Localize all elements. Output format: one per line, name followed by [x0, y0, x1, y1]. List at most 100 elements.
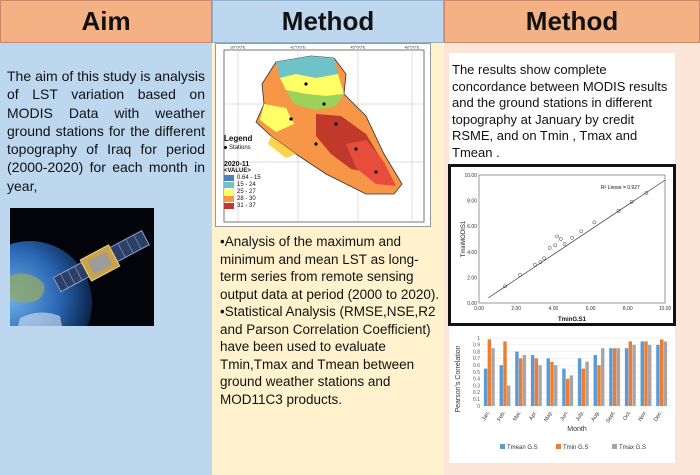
- legend-value: <VALUE>: [224, 168, 251, 174]
- scatter-point: [538, 260, 543, 264]
- legend-class-label: 15 - 24: [237, 182, 256, 188]
- bar-category-label: Jan.: [481, 410, 492, 422]
- scatter-y-tick: 6.00: [467, 224, 477, 230]
- bar-tmin: [597, 365, 601, 406]
- scatter-x-tick: 4.00: [549, 306, 559, 312]
- bar-tmax: [507, 385, 511, 406]
- bar-tmax: [616, 348, 621, 406]
- bar-tmin: [518, 358, 523, 406]
- bar-tmax: [648, 344, 652, 406]
- scatter-y-tick: 8.00: [467, 199, 477, 205]
- lon-tick: 42°0'0"E: [290, 45, 306, 50]
- scatter-x-tick: 2.00: [511, 306, 521, 312]
- aim-header: Aim: [0, 0, 212, 43]
- bar-tmean: [530, 355, 535, 406]
- bar-category-label: Dec.: [653, 410, 664, 423]
- results-header: Method: [444, 0, 700, 43]
- scatter-point: [542, 256, 546, 261]
- legend-class-item: 31 - 37: [224, 203, 284, 209]
- scatter-ylabel: TminMODIS1: [461, 220, 467, 257]
- bar-category-label: July.: [575, 410, 586, 423]
- bar-tmax: [554, 365, 558, 406]
- scatter-point: [592, 220, 597, 225]
- bar-y-tick: 0.2: [473, 390, 480, 396]
- bar-legend-label: Tmean G.S: [507, 445, 538, 451]
- legend-class-label: 28 - 30: [237, 196, 256, 202]
- legend-swatch: [224, 203, 234, 209]
- scatter-x-tick: 6.00: [586, 306, 596, 312]
- bar-tmax: [601, 348, 605, 406]
- scatter-point: [558, 237, 563, 241]
- legend-swatch: [612, 444, 617, 449]
- bar-y-tick: 0.7: [473, 356, 480, 362]
- scatter-point: [555, 234, 559, 239]
- bar-category-label: Sept.: [605, 410, 617, 425]
- legend-swatch: [224, 196, 234, 202]
- scatter-point: [503, 284, 507, 289]
- bar-y-tick: 0.5: [473, 370, 480, 376]
- bar-tmean: [640, 341, 644, 406]
- bar-tmean: [483, 368, 488, 406]
- bar-tmin: [565, 378, 570, 406]
- legend-class-item: 25 - 27: [224, 189, 284, 195]
- scatter-xlabel: TminG.S1: [558, 317, 587, 323]
- bar-category-label: Apr.: [528, 410, 538, 422]
- legend-swatch: [500, 444, 505, 449]
- scatter-x-tick: 10.00: [659, 306, 672, 312]
- bar-tmax: [569, 375, 574, 406]
- bar-chart-frame: Pearson's Correlation Month 1 0.9 0.8 0.7 0.…: [452, 334, 674, 460]
- bar-y-tick: 0.8: [473, 349, 480, 355]
- bar-tmean: [515, 351, 519, 406]
- method-bullet-1: •Analysis of the maximum and minimum and…: [220, 234, 440, 302]
- legend-stations: Stations: [224, 145, 284, 151]
- bar-category-label: Feb.: [497, 410, 508, 423]
- bar-y-tick: 0: [477, 404, 480, 410]
- bar-tmean: [624, 348, 629, 406]
- bar-tmax: [663, 341, 668, 406]
- scatter-plot-frame: TminMODIS1 TminG.S1 R² Linear = 0.927 0.…: [448, 164, 676, 326]
- bar-tmin: [503, 341, 507, 406]
- bar-tmean: [656, 344, 660, 406]
- bar-xlabel: Month: [567, 426, 587, 433]
- bar-tmin: [534, 358, 539, 406]
- bar-tmin: [487, 339, 492, 406]
- scatter-point: [532, 262, 537, 267]
- bar-tmean: [546, 358, 550, 406]
- bar-tmean: [562, 368, 566, 406]
- legend-class-item: 0.64 - 15: [224, 175, 284, 181]
- bar-tmax: [522, 355, 527, 406]
- legend-class-label: 31 - 37: [237, 203, 256, 209]
- scatter-y-tick: 2.00: [467, 275, 477, 281]
- scatter-point: [629, 200, 634, 204]
- bar-tmin: [550, 361, 554, 406]
- bar-category-label: Oct.: [622, 410, 632, 422]
- scatter-point: [570, 235, 574, 240]
- bar-tmean: [499, 365, 503, 406]
- scatter-y-tick: 0.00: [467, 301, 477, 307]
- bar-category-label: Mar.: [512, 410, 523, 423]
- scatter-y-tick: 4.00: [467, 250, 477, 256]
- bar-tmin: [644, 341, 648, 406]
- legend-class-item: 28 - 30: [224, 196, 284, 202]
- scatter-point: [644, 191, 649, 195]
- legend-title: Legend: [224, 134, 253, 143]
- bar-y-tick: 0.3: [473, 383, 480, 389]
- bar-ylabel: Pearson's Correlation: [455, 345, 462, 412]
- lon-tick: 45°0'0"E: [350, 45, 366, 50]
- bar-tmin: [659, 339, 664, 406]
- results-text: The results show complete concordance be…: [452, 62, 668, 160]
- bar-y-tick: 0.9: [473, 343, 480, 349]
- method-header: Method: [212, 0, 444, 43]
- aim-text: The aim of this study is analysis of LST…: [7, 68, 205, 194]
- scatter-point: [616, 208, 621, 213]
- bar-tmin: [628, 341, 633, 406]
- bar-tmax: [585, 361, 589, 406]
- bar-tmin: [581, 368, 586, 406]
- bar-category-label: May.: [543, 410, 554, 423]
- legend-class-label: 25 - 27: [237, 189, 256, 195]
- bar-tmean: [609, 348, 613, 406]
- legend-swatch: [224, 182, 234, 188]
- bar-tmax: [538, 365, 542, 406]
- lon-tick: 48°0'0"E: [404, 45, 420, 50]
- scatter-x-tick: 0.00: [474, 306, 484, 312]
